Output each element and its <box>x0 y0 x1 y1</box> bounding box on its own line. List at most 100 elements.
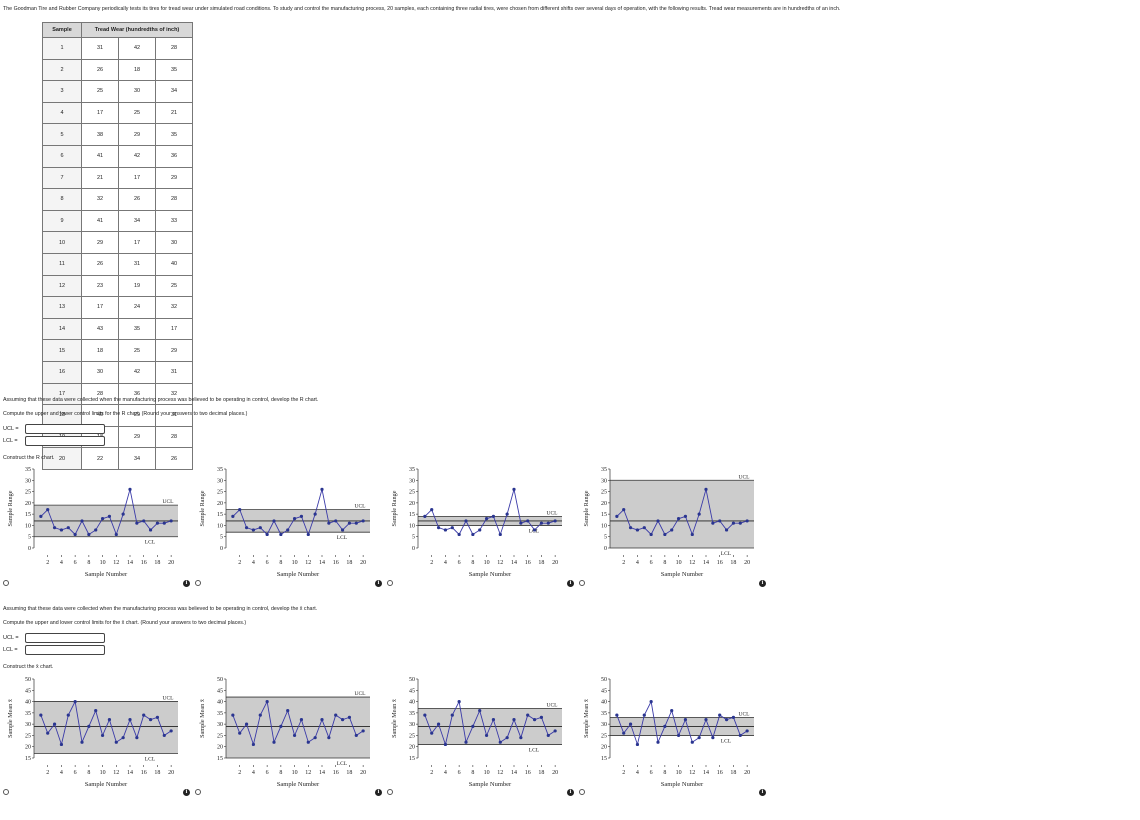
x-tick-label: 16 <box>525 560 531 566</box>
x-tick-label: 4 <box>636 560 639 566</box>
data-point <box>258 713 262 717</box>
r-option-c-radio[interactable] <box>387 580 393 586</box>
info-icon[interactable]: i <box>759 789 766 796</box>
data-point <box>635 742 640 747</box>
y-tick-label: 30 <box>601 478 607 484</box>
x-tick-label: 20 <box>360 560 366 566</box>
x-tick-label: 20 <box>168 770 174 776</box>
chart-svg: 15 20 25 30 35 40 45 50 2 4 6 8 10 12 14 16 18 20 Sample N… <box>391 677 562 788</box>
data-point <box>450 526 454 530</box>
lcl-label: LCL <box>145 540 156 546</box>
tread-wear-cell: 35 <box>155 58 193 82</box>
data-point <box>519 521 523 525</box>
r-option-a-radio[interactable] <box>3 580 9 586</box>
xbar-lcl-input[interactable] <box>25 645 105 655</box>
xbar-option-c-radio[interactable] <box>387 789 393 795</box>
data-point <box>347 521 352 525</box>
tread-wear-cell: 40 <box>155 252 193 276</box>
table-row: 20 22 34 26 <box>42 447 193 470</box>
table-row: 10 29 17 30 <box>42 231 193 254</box>
info-icon[interactable]: i <box>183 580 190 587</box>
data-point <box>299 718 304 722</box>
y-tick-label: 40 <box>25 700 31 706</box>
data-point <box>553 729 557 733</box>
y-tick-label: 20 <box>25 501 31 507</box>
data-point <box>155 715 160 719</box>
data-point <box>142 713 146 717</box>
chart-svg: 0 5 10 15 20 25 30 35 2 4 6 8 10 12 14 16 18 20 Sample Num… <box>7 467 178 578</box>
info-icon[interactable]: i <box>375 580 382 587</box>
info-icon[interactable]: i <box>567 580 574 587</box>
data-point <box>320 487 324 491</box>
xbar-option-d-radio[interactable] <box>579 789 585 795</box>
data-point <box>59 742 64 747</box>
y-tick-label: 15 <box>217 756 223 762</box>
y-tick-label: 25 <box>25 733 31 739</box>
xbar-option-a-radio[interactable] <box>3 789 9 795</box>
x-tick-label: 8 <box>471 560 474 566</box>
ucl-label: UCL <box>355 691 367 697</box>
r-ucl-input[interactable] <box>25 424 105 434</box>
r-lcl-label: LCL = <box>3 438 18 444</box>
y-tick-label: 10 <box>25 523 31 529</box>
table-row: 11 26 31 40 <box>42 252 193 276</box>
info-icon[interactable]: i <box>567 789 574 796</box>
r-option-b-radio[interactable] <box>195 580 201 586</box>
data-point <box>676 733 681 738</box>
data-point <box>162 521 166 525</box>
data-point <box>724 528 729 532</box>
data-point <box>622 508 626 512</box>
data-point <box>553 519 557 523</box>
y-tick-label: 15 <box>217 512 223 518</box>
x-tick-label: 14 <box>319 560 325 566</box>
sample-number-cell: 2 <box>42 58 82 82</box>
data-point <box>697 512 701 516</box>
x-axis-label: Sample Number <box>469 781 512 788</box>
y-tick-label: 25 <box>217 733 223 739</box>
y-tick-label: 20 <box>409 501 415 507</box>
tread-wear-cell: 30 <box>81 360 119 384</box>
x-tick-label: 4 <box>636 770 639 776</box>
data-point <box>244 526 249 530</box>
sample-number-cell: 8 <box>42 188 82 211</box>
data-point <box>238 508 242 512</box>
x-tick-label: 2 <box>430 560 433 566</box>
y-axis-label: Sample Mean x̄ <box>391 698 398 738</box>
x-tick-label: 16 <box>141 560 147 566</box>
x-tick-label: 10 <box>292 770 298 776</box>
y-tick-label: 45 <box>601 688 607 694</box>
x-tick-label: 14 <box>703 560 709 566</box>
r-construct-text: Construct the R chart. <box>3 455 55 461</box>
info-icon[interactable]: i <box>183 789 190 796</box>
r-lcl-input[interactable] <box>25 436 105 446</box>
r-option-d-radio[interactable] <box>579 580 585 586</box>
table-row: 9 41 34 33 <box>42 209 193 233</box>
tread-wear-cell: 18 <box>118 58 156 82</box>
ucl-label: UCL <box>163 696 175 702</box>
lcl-label: LCL <box>145 756 156 762</box>
data-point <box>347 715 352 719</box>
x-tick-label: 2 <box>46 560 49 566</box>
xbar-option-b-radio[interactable] <box>195 789 201 795</box>
xbar-ucl-field: UCL = <box>3 633 105 643</box>
x-tick-label: 12 <box>497 560 503 566</box>
data-point <box>354 733 358 738</box>
data-point <box>162 733 166 738</box>
info-icon[interactable]: i <box>759 580 766 587</box>
data-point <box>635 528 640 532</box>
table-row: 12 23 19 25 <box>42 274 193 298</box>
sample-number-cell: 9 <box>42 209 82 233</box>
y-tick-label: 45 <box>409 688 415 694</box>
y-tick-label: 15 <box>25 512 31 518</box>
tread-wear-cell: 35 <box>155 123 193 146</box>
sample-number-cell: 3 <box>42 80 82 103</box>
chart-svg: 15 20 25 30 35 40 45 50 2 4 6 8 10 12 14 16 18 20 Sample N… <box>583 677 754 788</box>
tread-wear-cell: 41 <box>81 144 119 168</box>
xbar-ucl-input[interactable] <box>25 633 105 643</box>
info-icon[interactable]: i <box>375 789 382 796</box>
sample-number-cell: 14 <box>42 317 82 341</box>
data-point <box>546 733 550 738</box>
x-tick-label: 12 <box>305 770 311 776</box>
y-tick-label: 50 <box>409 677 415 683</box>
data-point <box>718 519 722 523</box>
